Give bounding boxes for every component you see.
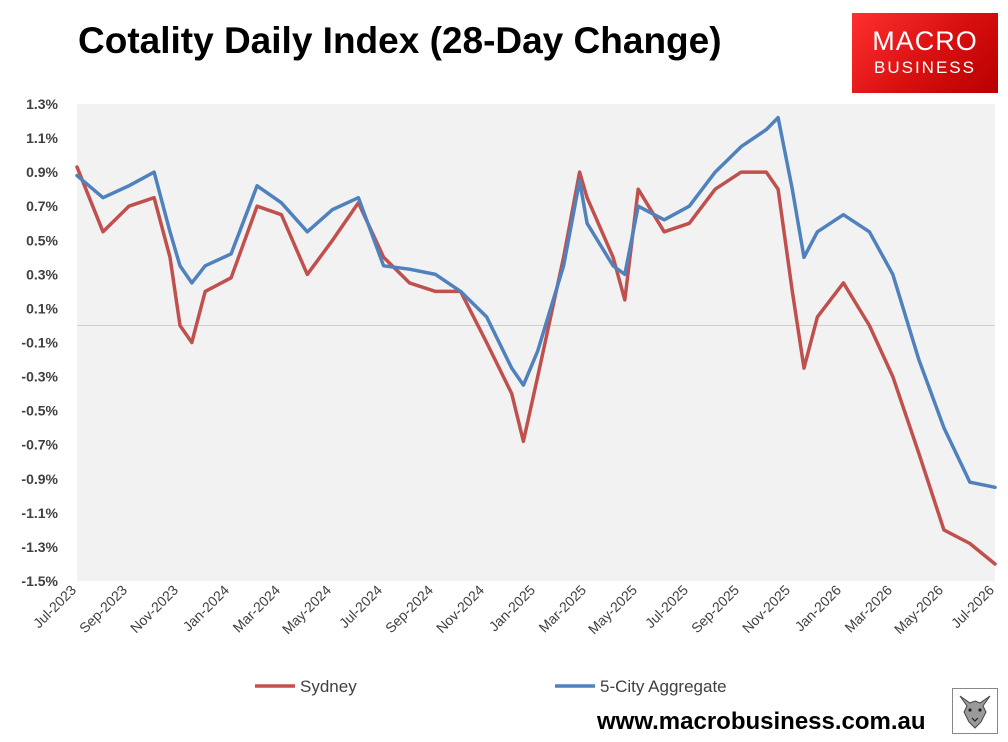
y-tick-label: 0.1% bbox=[26, 300, 58, 316]
x-tick-label: Jul-2026 bbox=[948, 582, 997, 631]
y-tick-label: -1.1% bbox=[21, 505, 58, 521]
y-tick-label: -0.9% bbox=[21, 471, 58, 487]
macrobusiness-logo: MACRO BUSINESS bbox=[852, 13, 998, 93]
x-tick-label: Nov-2025 bbox=[739, 582, 793, 636]
x-tick-label: Nov-2023 bbox=[127, 582, 181, 636]
y-tick-label: 1.1% bbox=[26, 130, 58, 146]
y-tick-label: 0.5% bbox=[26, 232, 58, 248]
x-tick-label: Mar-2024 bbox=[229, 582, 283, 636]
x-tick-label: Jul-2023 bbox=[30, 582, 79, 631]
y-tick-label: -1.3% bbox=[21, 539, 58, 555]
x-tick-label: Jan-2025 bbox=[486, 582, 539, 635]
y-tick-label: 0.3% bbox=[26, 266, 58, 282]
x-tick-label: Jul-2024 bbox=[336, 582, 385, 631]
y-tick-label: -1.5% bbox=[21, 573, 58, 589]
x-axis-ticks: Jul-2023Sep-2023Nov-2023Jan-2024Mar-2024… bbox=[30, 582, 997, 637]
logo-text-business: BUSINESS bbox=[874, 58, 976, 77]
x-tick-label: May-2025 bbox=[585, 582, 640, 637]
series-line-sydney bbox=[75, 165, 997, 566]
y-tick-label: 1.3% bbox=[26, 96, 58, 112]
x-tick-label: Sep-2024 bbox=[382, 582, 436, 636]
wolf-logo-icon bbox=[952, 688, 998, 734]
x-tick-label: Sep-2023 bbox=[76, 582, 130, 636]
x-tick-label: Jan-2024 bbox=[180, 582, 233, 635]
x-tick-label: Nov-2024 bbox=[433, 582, 487, 636]
x-tick-label: Mar-2026 bbox=[841, 582, 895, 636]
series-lines bbox=[75, 115, 997, 566]
y-tick-label: -0.1% bbox=[21, 335, 58, 351]
plot-area bbox=[77, 104, 995, 581]
legend: Sydney 5-City Aggregate bbox=[255, 677, 727, 696]
chart-title: Cotality Daily Index (28-Day Change) bbox=[78, 20, 722, 61]
legend-label: Sydney bbox=[300, 677, 357, 696]
y-tick-label: -0.3% bbox=[21, 369, 58, 385]
x-tick-label: Sep-2025 bbox=[688, 582, 742, 636]
x-tick-label: May-2024 bbox=[279, 582, 334, 637]
website-url: www.macrobusiness.com.au bbox=[597, 708, 926, 735]
x-tick-label: Mar-2025 bbox=[535, 582, 589, 636]
x-tick-label: Jul-2025 bbox=[642, 582, 691, 631]
y-tick-label: 0.7% bbox=[26, 198, 58, 214]
x-tick-label: May-2026 bbox=[891, 582, 946, 637]
y-tick-label: -0.5% bbox=[21, 403, 58, 419]
x-tick-label: Jan-2026 bbox=[792, 582, 845, 635]
logo-text-macro: MACRO bbox=[872, 26, 978, 56]
series-line-five-city-aggregate bbox=[75, 115, 997, 490]
y-tick-label: 0.9% bbox=[26, 164, 58, 180]
y-axis-ticks: 1.3% 1.1% 0.9% 0.7% 0.5% 0.3% 0.1% -0.1% -0.3% -0… bbox=[21, 96, 58, 589]
y-tick-label: -0.7% bbox=[21, 437, 58, 453]
legend-label: 5-City Aggregate bbox=[600, 677, 727, 696]
